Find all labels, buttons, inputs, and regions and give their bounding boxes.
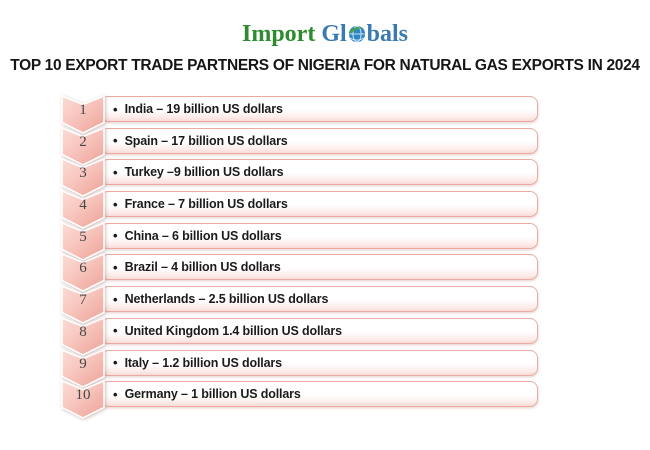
item-label: Spain – 17 billion US dollars: [124, 133, 288, 148]
rank-chevron-icon: 2: [61, 126, 105, 166]
item-label: France – 7 billion US dollars: [124, 197, 288, 212]
item-bar: • Italy – 1.2 billion US dollars: [100, 349, 538, 376]
item-bar: • Turkey –9 billion US dollars: [100, 159, 538, 186]
logo-text-import: Import: [241, 21, 316, 47]
bullet-icon: •: [113, 291, 118, 307]
item-bar: • Netherlands – 2.5 billion US dollars: [100, 286, 538, 313]
item-label: China – 6 billion US dollars: [124, 228, 282, 243]
rank-chevron-icon: 1: [61, 94, 105, 134]
rank-chevron-icon: 10: [61, 380, 105, 420]
rank-number: 9: [79, 355, 87, 372]
item-label: Netherlands – 2.5 billion US dollars: [124, 292, 329, 307]
brand-logo: Import Gl bals: [0, 0, 650, 50]
rank-number: 7: [79, 292, 87, 309]
rank-number: 10: [75, 387, 91, 404]
bullet-icon: •: [113, 323, 118, 339]
item-bar: • India – 19 billion US dollars: [100, 96, 538, 122]
item-bar: • China – 6 billion US dollars: [100, 222, 538, 249]
item-bar: • Spain – 17 billion US dollars: [100, 127, 538, 154]
bullet-icon: •: [113, 259, 118, 275]
rank-number: 2: [79, 133, 87, 150]
rank-number: 5: [79, 228, 87, 245]
infographic-page: Import Gl bals TOP 10 EXPORT TRADE PARTN…: [0, 0, 650, 420]
globe-icon: [348, 25, 366, 43]
rank-chevron-icon: 8: [61, 316, 105, 356]
logo-text-bals: bals: [366, 21, 409, 47]
item-bar: • Brazil – 4 billion US dollars: [100, 254, 538, 281]
rank-number: 3: [79, 165, 87, 182]
rank-chevron-icon: 3: [61, 158, 105, 198]
rank-number: 8: [79, 323, 87, 340]
bullet-icon: •: [113, 164, 118, 180]
rank-number: 4: [79, 197, 87, 214]
rank-number: 6: [79, 260, 87, 277]
rank-chevron-icon: 9: [61, 348, 105, 388]
rank-chevron-icon: 7: [61, 284, 105, 325]
item-label: Italy – 1.2 billion US dollars: [124, 355, 283, 370]
item-label: Germany – 1 billion US dollars: [124, 387, 301, 402]
bullet-icon: •: [113, 228, 118, 244]
rank-chevron-icon: 5: [61, 221, 105, 261]
logo-text-gl: Gl: [321, 21, 347, 47]
rank-number: 1: [79, 102, 87, 118]
bullet-icon: •: [113, 386, 118, 402]
bullet-icon: •: [113, 355, 118, 370]
item-label: Brazil – 4 billion US dollars: [124, 260, 281, 275]
logo-text-globals: Gl bals: [321, 21, 408, 47]
item-label: United Kingdom 1.4 billion US dollars: [124, 323, 343, 338]
item-label: India – 19 billion US dollars: [124, 102, 283, 116]
rank-chevron-icon: 4: [61, 189, 105, 229]
bullet-icon: •: [113, 101, 118, 117]
page-title: TOP 10 EXPORT TRADE PARTNERS OF NIGERIA …: [10, 57, 640, 74]
rank-chevron-icon: 6: [61, 253, 105, 293]
item-bar: • France – 7 billion US dollars: [100, 191, 538, 218]
item-label: Turkey –9 billion US dollars: [124, 165, 284, 180]
bullet-icon: •: [113, 196, 118, 212]
bullet-icon: •: [113, 133, 118, 149]
item-bar: • United Kingdom 1.4 billion US dollars: [100, 317, 538, 344]
item-bar: • Germany – 1 billion US dollars: [100, 381, 538, 408]
